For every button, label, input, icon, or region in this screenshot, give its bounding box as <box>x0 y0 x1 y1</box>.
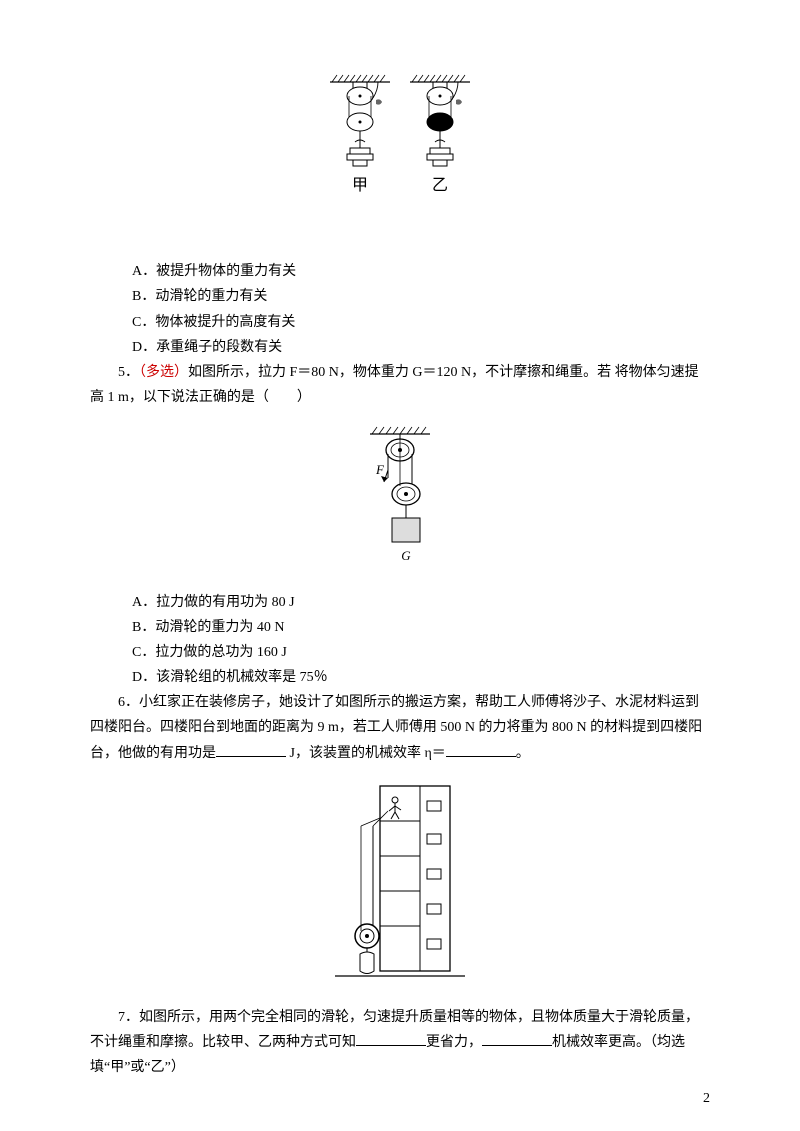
q6-blank2 <box>446 742 516 757</box>
q6-stem: 6．小红家正在装修房子，她设计了如图所示的搬运方案，帮助工人师傅将沙子、水泥材料… <box>90 690 710 766</box>
q7-num: 7． <box>118 1010 139 1025</box>
q5-stem: 5．（多选）如图所示，拉力 F＝80 N，物体重力 G＝120 N，不计摩擦和绳… <box>90 360 710 410</box>
q4-opt-B: B．动滑轮的重力有关 <box>132 284 710 309</box>
q5-options: A．拉力做的有用功为 80 J B．动滑轮的重力为 40 N C．拉力做的总功为… <box>132 590 710 691</box>
q5-opt-C: C．拉力做的总功为 160 J <box>132 640 710 665</box>
q6-blank1 <box>216 742 286 757</box>
page-number: 2 <box>703 1086 710 1111</box>
q5-num: 5． <box>118 365 139 380</box>
q7-blank1 <box>356 1031 426 1046</box>
svg-text:G: G <box>401 548 411 563</box>
q4-opt-D: D．承重绳子的段数有关 <box>132 335 710 360</box>
figure-q5: F G <box>90 420 710 579</box>
q7-stem: 7．如图所示，用两个完全相同的滑轮，匀速提升质量相等的物体，且物体质量大于滑轮质… <box>90 1005 710 1081</box>
q6-num: 6． <box>118 695 139 710</box>
label-jia: 甲 <box>352 177 368 194</box>
q4-opt-A: A．被提升物体的重力有关 <box>132 259 710 284</box>
q4-options: A．被提升物体的重力有关 B．动滑轮的重力有关 C．物体被提升的高度有关 D．承… <box>132 259 710 360</box>
q5-opt-D: D．该滑轮组的机械效率是 75％ <box>132 665 710 690</box>
q5-opt-B: B．动滑轮的重力为 40 N <box>132 615 710 640</box>
q7-seg2: 更省力， <box>426 1035 482 1050</box>
q6-tail: 。 <box>516 746 530 761</box>
svg-text:F: F <box>375 462 385 477</box>
q5-tag: （多选） <box>139 365 188 380</box>
figure-q4: 甲 <box>90 70 710 249</box>
q6-unit1: J，该装置的机械效率 η＝ <box>286 746 446 761</box>
q7-blank2 <box>482 1031 552 1046</box>
label-yi: 乙 <box>432 177 448 194</box>
figure-q6 <box>90 776 710 995</box>
q4-opt-C: C．物体被提升的高度有关 <box>132 310 710 335</box>
q5-opt-A: A．拉力做的有用功为 80 J <box>132 590 710 615</box>
